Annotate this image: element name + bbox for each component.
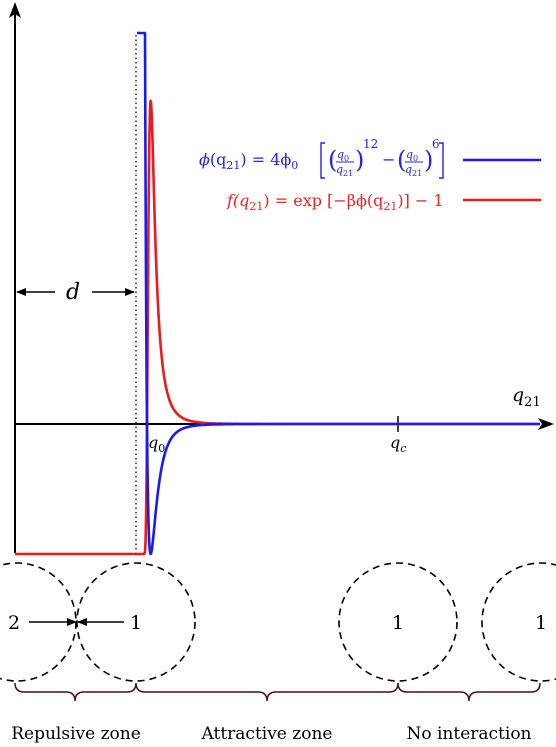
zone-label-repulsive: Repulsive zone <box>11 724 141 744</box>
brace-no-interaction <box>397 682 541 702</box>
svg-text:): ) <box>355 146 364 174</box>
particle-label-1-contact: 1 <box>130 612 142 634</box>
particle-1-mid <box>338 562 458 682</box>
svg-text:q21: q21 <box>405 163 422 178</box>
particle-label-2: 2 <box>8 612 20 634</box>
svg-text:(: ( <box>328 146 337 174</box>
svg-text:ϕ(q21) = 4ϕ0: ϕ(q21) = 4ϕ0 <box>199 150 298 172</box>
svg-text:−: − <box>382 150 395 169</box>
tick-qc: qc <box>390 433 406 455</box>
particle-label-1-far: 1 <box>535 612 547 634</box>
d-label: d <box>66 280 80 305</box>
svg-text:12: 12 <box>363 137 378 151</box>
phi-lj-curve <box>136 31 541 556</box>
zone-label-attractive: Attractive zone <box>201 724 333 744</box>
brace-repulsive <box>14 682 137 702</box>
legend-phi: ϕ(q21) = 4ϕ0 ( q0 q21 ) 12 − ( q0 q21 ) … <box>199 137 444 179</box>
tick-q0: q0 <box>148 433 165 455</box>
svg-text:(: ( <box>397 146 406 174</box>
y-axis-arrow <box>9 2 21 18</box>
brace-attractive <box>135 682 399 702</box>
svg-text:6: 6 <box>432 137 440 151</box>
particle-label-1-mid: 1 <box>392 612 404 634</box>
svg-text:q0: q0 <box>406 148 418 163</box>
svg-text:): ) <box>424 146 433 174</box>
x-axis-label: q21 <box>512 384 541 410</box>
x-axis-arrow <box>538 418 554 430</box>
particle-1-far <box>481 562 556 682</box>
legend-f: f(q21) = exp [−βϕ(q21)] − 1 <box>226 191 444 213</box>
zone-label-no-interaction: No interaction <box>406 724 531 744</box>
svg-text:q21: q21 <box>336 163 353 178</box>
svg-text:q0: q0 <box>337 148 349 163</box>
